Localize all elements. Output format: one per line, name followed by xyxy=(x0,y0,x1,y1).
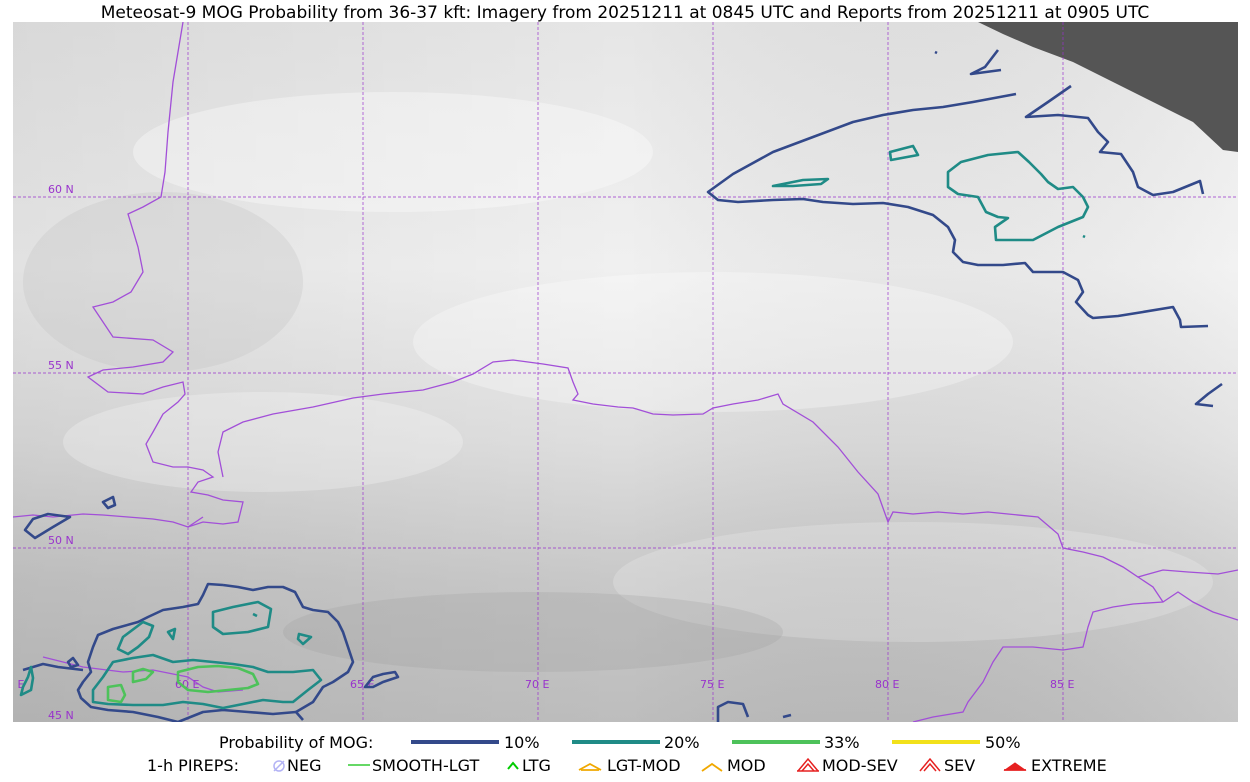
pirep-label-mod: MOD xyxy=(727,756,766,775)
latitude-labels: 60 N 55 N 50 N 45 N xyxy=(48,183,74,722)
lon-label: 85 E xyxy=(1050,678,1074,691)
contours-20pct xyxy=(19,144,1090,710)
legend-label-10: 10% xyxy=(504,733,540,752)
lon-label: 70 E xyxy=(525,678,549,691)
moderate-icon xyxy=(701,762,723,772)
probability-legend: Probability of MOG: 10% 20% 33% 50% xyxy=(0,733,1250,755)
severe-icon xyxy=(919,757,941,772)
contours-33pct xyxy=(106,664,260,704)
pirep-label-neg: NEG xyxy=(287,756,322,775)
graticule xyxy=(13,22,1238,722)
pirep-label-ltg: LTG xyxy=(522,756,551,775)
lon-label: 55 E xyxy=(13,678,24,691)
legend-swatch-10 xyxy=(411,740,499,744)
lat-label: 45 N xyxy=(48,709,74,722)
lon-label: 75 E xyxy=(700,678,724,691)
neg-icon xyxy=(273,760,285,772)
contours-10pct xyxy=(22,49,1223,722)
lon-label: 60 E xyxy=(175,678,199,691)
satellite-map[interactable]: 60 N 55 N 50 N 45 N 55 E 60 E 65 E 70 E … xyxy=(13,22,1238,722)
pirep-label-sev: SEV xyxy=(944,756,976,775)
pireps-legend: 1-h PIREPS: NEG SMOOTH-LGT LTG LGT-MOD M… xyxy=(0,756,1250,778)
smooth-light-icon xyxy=(348,764,370,766)
legend-label-20: 20% xyxy=(664,733,700,752)
pirep-label-extreme: EXTREME xyxy=(1031,756,1107,775)
pirep-label-mod-sev: MOD-SEV xyxy=(822,756,898,775)
pireps-legend-title: 1-h PIREPS: xyxy=(147,756,239,775)
legend-swatch-33 xyxy=(732,740,820,744)
legend-swatch-20 xyxy=(572,740,660,744)
pirep-label-smooth-lgt: SMOOTH-LGT xyxy=(372,756,480,775)
legend-label-33: 33% xyxy=(824,733,860,752)
no-data-region xyxy=(978,22,1238,152)
probability-legend-title: Probability of MOG: xyxy=(219,733,374,752)
pirep-label-lgt-mod: LGT-MOD xyxy=(607,756,681,775)
longitude-labels: 55 E 60 E 65 E 70 E 75 E 80 E 85 E xyxy=(13,678,1074,691)
extreme-icon xyxy=(1003,762,1027,771)
chart-title: Meteosat-9 MOG Probability from 36-37 kf… xyxy=(100,3,1150,23)
lon-label: 80 E xyxy=(875,678,899,691)
light-icon xyxy=(507,761,519,770)
legend-label-50: 50% xyxy=(985,733,1021,752)
moderate-severe-icon xyxy=(797,757,819,772)
lat-label: 50 N xyxy=(48,534,74,547)
satellite-imagery xyxy=(13,22,1238,722)
legend-swatch-50 xyxy=(892,740,980,744)
lat-label: 55 N xyxy=(48,359,74,372)
light-moderate-icon xyxy=(578,762,602,771)
lat-label: 60 N xyxy=(48,183,74,196)
